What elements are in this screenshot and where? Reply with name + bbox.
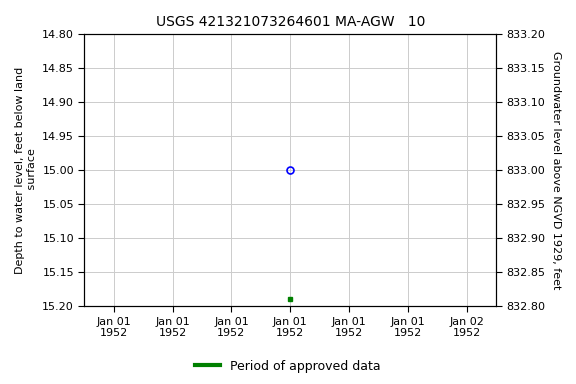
Legend: Period of approved data: Period of approved data [190,355,386,378]
Title: USGS 421321073264601 MA-AGW   10: USGS 421321073264601 MA-AGW 10 [156,15,425,29]
Y-axis label: Groundwater level above NGVD 1929, feet: Groundwater level above NGVD 1929, feet [551,51,561,290]
Y-axis label: Depth to water level, feet below land
 surface: Depth to water level, feet below land su… [15,67,37,274]
